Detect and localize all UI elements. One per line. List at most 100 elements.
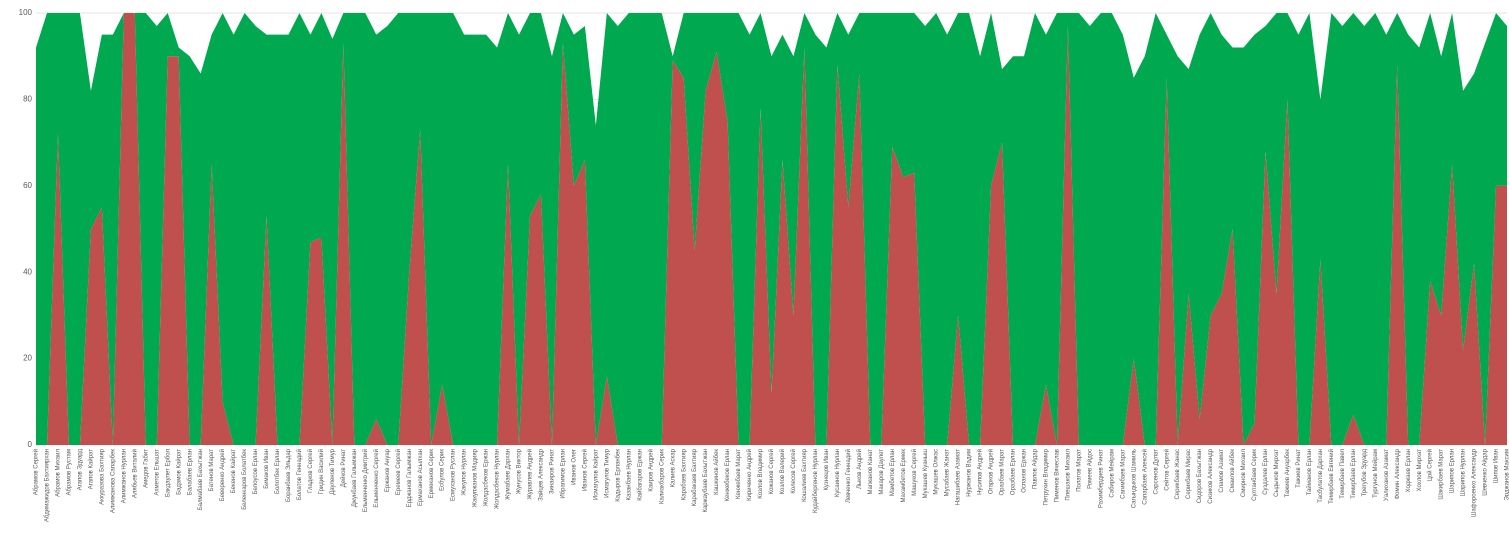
x-tick-label: Абрамов Сергей xyxy=(33,449,40,495)
x-tick-label: Павлов Айдар xyxy=(1032,448,1039,489)
x-tick-label: Шевченко Айдар xyxy=(1482,448,1489,495)
x-tick-label: Дауленов Тимур xyxy=(330,448,336,494)
x-tick-label: Лыков Андрей xyxy=(856,449,863,489)
x-tick-label: Макаров Даулет xyxy=(879,449,885,495)
x-tick-label: Кусаинов Нурлан xyxy=(835,449,841,497)
x-tick-label: Джунбаев Галымжан xyxy=(352,449,358,507)
x-tick-label: Каржаубаев Бахытжан xyxy=(703,449,709,513)
x-tick-label: Кузнецов Иван xyxy=(824,449,830,491)
x-tick-label: Алимжанов Нурлан xyxy=(121,449,127,503)
x-tick-label: Магжанов Канат xyxy=(868,449,874,495)
x-tick-label: Левченко Геннадий xyxy=(845,449,852,503)
x-tick-label: Болатов Геннадий xyxy=(296,449,303,500)
x-tick-label: Козлов Валерий xyxy=(779,449,786,494)
x-tick-label: Оразбаев Марат xyxy=(1000,449,1006,496)
x-tick-label: Ромеев Айдос xyxy=(1086,449,1093,489)
x-tick-label: Машуков Сергей xyxy=(911,449,918,496)
x-tick-label: Бакдаулет Ербол xyxy=(165,449,171,498)
x-tick-label: Оспанов Ержан xyxy=(1022,449,1028,493)
x-tick-label: Агапов Эдуард xyxy=(77,449,83,491)
x-tick-label: Суздалев Ерлан xyxy=(1263,449,1269,495)
x-tick-label: Сламов Азамат xyxy=(1219,449,1225,493)
x-tick-label: Ходжаев Ерлан xyxy=(1406,449,1412,492)
x-tick-label: Алябьев Виталий xyxy=(131,449,138,498)
x-tick-label: Боранбаев Эльдар xyxy=(286,448,292,502)
x-tick-label: Калиакбаров Серик xyxy=(659,449,665,504)
x-tick-label: Бимаков Иван xyxy=(264,449,270,489)
x-tick-label: Сыдыков Мирхат xyxy=(1274,449,1280,497)
x-tick-label: Султанбаев Серик xyxy=(1252,449,1258,501)
x-tick-label: Карабакаев Бахтияр xyxy=(692,448,698,506)
area xyxy=(36,13,1507,445)
x-tick-label: Мукашев Олжас xyxy=(934,449,940,495)
x-tick-label: Алимжанова Сапарбек xyxy=(110,449,116,513)
x-tick-label: Шакирбаев Марат xyxy=(1439,449,1445,500)
x-tick-label: Оразбаев Ерлан xyxy=(1011,449,1017,495)
x-tick-label: Есмуханов Руслан xyxy=(451,449,457,501)
x-tick-label: Трегубов Эдуард xyxy=(1362,449,1368,497)
x-tick-label: Сарсенов Дулат xyxy=(1153,449,1159,495)
x-tick-label: Кудайбергенов Нурлан xyxy=(812,449,819,513)
x-tick-label: Колесов Сергей xyxy=(790,449,797,494)
x-tick-label: Плешаков Михаил xyxy=(1065,449,1071,501)
x-tick-label: Амедов Габит xyxy=(143,449,149,488)
x-tick-label: Сейтов Сергей xyxy=(1163,449,1170,491)
x-tick-label: Карабаев Бахтияр xyxy=(681,448,687,500)
x-tick-label: Махамбетов Ермек xyxy=(901,449,907,503)
x-tick-label: Хохлов Мирхат xyxy=(1417,449,1423,492)
x-tick-label: Тургунов Мейрам xyxy=(1372,449,1379,498)
x-tick-label: Абдимажидов Бахтиярхан xyxy=(45,449,51,522)
x-tick-label: Тимирбаев Ерлан xyxy=(1351,449,1357,499)
x-tick-label: Бекенов Кайрат xyxy=(230,449,237,494)
y-tick-label: 0 xyxy=(28,440,33,449)
x-tick-label: Тажиев Ануарбек xyxy=(1285,449,1291,498)
x-tick-label: Балмабаев Бахытжан xyxy=(198,449,204,510)
x-tick-label: Кашкинов Айбек xyxy=(713,449,720,495)
x-tick-label: Смирнов Михаил xyxy=(1241,449,1247,498)
x-tick-label: Иванов Олег xyxy=(571,448,577,485)
x-tick-label: Журавлев Андрей xyxy=(527,449,534,500)
x-tick-label: Фомин Александр xyxy=(1395,448,1401,499)
x-tick-label: Ерджанов Галымжан xyxy=(407,449,413,507)
x-tick-label: Ибрагимов Ерлан xyxy=(561,449,567,499)
x-tick-label: Мамбетов Ерлан xyxy=(890,449,896,496)
x-tick-label: Сабиров Мейрам xyxy=(1108,449,1115,498)
x-tick-label: Жакупов Нурлан xyxy=(462,449,468,496)
x-tick-label: Казанбаев Нурлан xyxy=(626,449,632,501)
x-tick-label: Беленкаров Болатбек xyxy=(242,449,248,510)
x-tick-label: Батенов Марат xyxy=(209,449,215,492)
x-tick-label: Ахметов Ельшат xyxy=(154,449,160,496)
x-tick-label: Жакупжанов Мадияр xyxy=(473,448,479,507)
x-tick-label: Сидоров Бахытжан xyxy=(1197,449,1203,503)
x-tick-label: Ержанов Ануар xyxy=(385,448,391,492)
x-tick-label: Ермеканов Серик xyxy=(429,449,435,499)
x-tick-label: Полатов Марат xyxy=(1076,449,1082,492)
x-tick-label: Есбулов Серик xyxy=(440,449,446,491)
x-tick-label: Мукашев Куаныш xyxy=(923,449,929,499)
x-tick-label: Кадыров Ерланбек xyxy=(615,449,621,502)
x-tick-label: Абрамов Михаил xyxy=(56,449,62,497)
x-tick-label: Смаилов Айбек xyxy=(1229,449,1236,493)
x-tick-label: Уалиханов Азамат xyxy=(1384,449,1390,501)
y-tick-label: 20 xyxy=(23,354,32,363)
x-tick-label: Еремеев Сергей xyxy=(395,449,402,495)
x-tick-label: Козлов Владимир xyxy=(758,448,764,498)
x-tick-label: Цой Сергей xyxy=(1427,449,1434,482)
x-tick-label: Белоусов Ерлан xyxy=(253,449,259,494)
x-tick-label: Эрджанов Максим xyxy=(1505,449,1509,500)
x-tick-label: Рахимбердиев Ринат xyxy=(1098,449,1104,508)
x-tick-label: Жунусов Виктор xyxy=(517,448,523,494)
x-tick-label: Жумабаев Дархан xyxy=(506,449,512,500)
x-tick-label: Зайцев Александр xyxy=(538,448,545,501)
x-tick-label: Иванов Сергей xyxy=(581,449,588,491)
x-tick-label: Калиев Аскар xyxy=(670,448,676,487)
x-tick-label: Мусабаев Жанат xyxy=(945,449,951,497)
x-tick-label: Зинаиров Ринат xyxy=(550,449,556,494)
x-tick-label: Жолдасбеков Нурлан xyxy=(495,449,501,509)
x-tick-label: Сапарбаев Алексей xyxy=(1141,449,1148,505)
x-tick-label: Тажиев Ринат xyxy=(1296,449,1302,488)
x-tick-label: Балабаев Ерлан xyxy=(187,449,193,495)
x-tick-label: Шипов Иван xyxy=(1494,449,1500,483)
x-tick-label: Серикбаев Мирас xyxy=(1186,449,1192,499)
